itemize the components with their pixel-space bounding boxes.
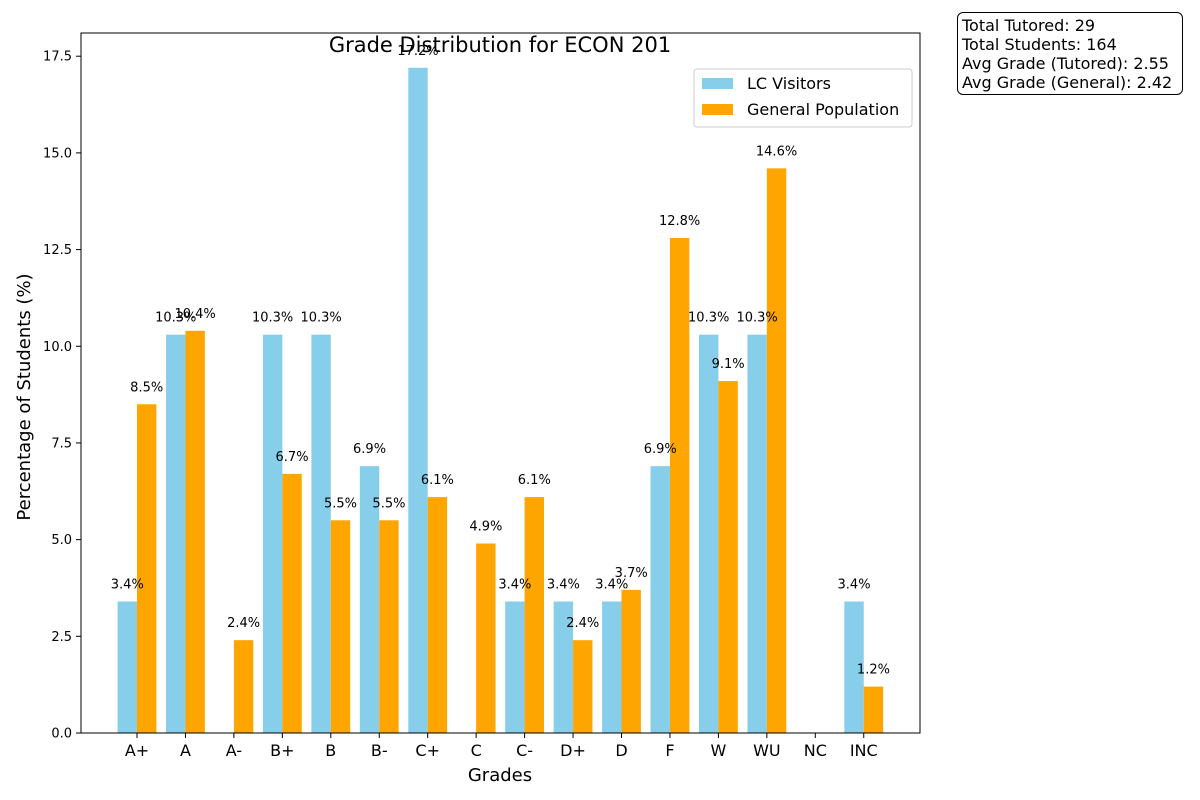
data-label-lc-visitors-B-: 6.9% bbox=[353, 442, 386, 457]
bar-lc-visitors-C+ bbox=[408, 67, 428, 733]
x-tick-label-A: A bbox=[180, 741, 191, 760]
avg-grade-tutored-text: Avg Grade (Tutored): 2.55 bbox=[962, 54, 1169, 73]
y-tick-label: 17.5 bbox=[43, 50, 72, 65]
bar-lc-visitors-B bbox=[311, 334, 331, 733]
total-students-text: Total Students: 164 bbox=[962, 35, 1117, 54]
data-label-lc-visitors-C-: 3.4% bbox=[498, 578, 531, 593]
data-label-general-population-D+: 2.4% bbox=[566, 616, 599, 631]
data-label-general-population-C+: 6.1% bbox=[421, 473, 454, 488]
legend-swatch-general-population bbox=[702, 104, 733, 115]
chart-title: Grade Distribution for ECON 201 bbox=[329, 33, 671, 57]
data-label-general-population-B: 5.5% bbox=[324, 496, 357, 511]
bar-lc-visitors-WU bbox=[747, 334, 767, 733]
y-axis-label: Percentage of Students (%) bbox=[14, 273, 35, 520]
data-label-general-population-W: 9.1% bbox=[712, 357, 745, 372]
x-tick-label-F: F bbox=[665, 741, 674, 760]
x-tick-label-A-: A- bbox=[226, 741, 242, 760]
total-tutored-text: Total Tutored: 29 bbox=[962, 16, 1096, 35]
data-label-lc-visitors-A+: 3.4% bbox=[111, 578, 144, 593]
bar-lc-visitors-INC bbox=[844, 601, 864, 733]
data-label-lc-visitors-D: 3.4% bbox=[595, 578, 628, 593]
data-label-lc-visitors-A: 10.3% bbox=[155, 311, 196, 326]
y-tick-label: 2.5 bbox=[51, 630, 72, 645]
x-tick-label-D+: D+ bbox=[560, 741, 586, 760]
data-label-lc-visitors-D+: 3.4% bbox=[547, 578, 580, 593]
y-tick-label: 7.5 bbox=[51, 436, 72, 451]
x-tick-label-C-: C- bbox=[516, 741, 533, 760]
x-tick-label-B-: B- bbox=[371, 741, 388, 760]
y-tick-label: 5.0 bbox=[51, 533, 72, 548]
data-label-lc-visitors-B: 10.3% bbox=[300, 311, 341, 326]
x-tick-label-W: W bbox=[710, 741, 726, 760]
x-tick-label-B: B bbox=[325, 741, 336, 760]
bar-lc-visitors-C- bbox=[505, 601, 525, 733]
data-label-general-population-F: 12.8% bbox=[659, 214, 700, 229]
bar-general-population-A- bbox=[233, 640, 254, 733]
bar-general-population-A+ bbox=[137, 404, 157, 733]
data-label-general-population-C-: 6.1% bbox=[518, 473, 551, 488]
x-tick-label-B+: B+ bbox=[270, 741, 294, 760]
bars-group bbox=[117, 67, 884, 734]
legend-label-general-population: General Population bbox=[747, 100, 899, 119]
data-label-general-population-INC: 1.2% bbox=[857, 663, 890, 678]
bar-lc-visitors-D+ bbox=[553, 601, 574, 733]
data-label-general-population-A-: 2.4% bbox=[227, 616, 260, 631]
plot-frame bbox=[80, 32, 921, 734]
axes-group: 0.0 2.5 5.0 7.5 10.0 12.5 15.0 17.5 A+ A A- B+ B B- C+… bbox=[43, 32, 921, 760]
bar-general-population-INC bbox=[863, 686, 884, 733]
data-label-general-population-B+: 6.7% bbox=[276, 450, 309, 465]
bar-general-population-B+ bbox=[282, 473, 302, 733]
bar-general-population-D+ bbox=[573, 640, 593, 733]
y-tick-label: 0.0 bbox=[51, 727, 72, 742]
data-labels-group: 3.4% 10.3% 10.3% 10.3% 6.9% 17.2% 3.4% 3.4% 3.4%… bbox=[111, 44, 890, 678]
legend-label-lc-visitors: LC Visitors bbox=[747, 74, 831, 93]
data-label-lc-visitors-B+: 10.3% bbox=[252, 311, 293, 326]
data-label-general-population-B-: 5.5% bbox=[372, 496, 405, 511]
bar-lc-visitors-W bbox=[699, 334, 719, 733]
bar-lc-visitors-B+ bbox=[262, 334, 283, 733]
bar-lc-visitors-A+ bbox=[117, 601, 137, 733]
data-label-lc-visitors-INC: 3.4% bbox=[838, 578, 871, 593]
x-tick-label-WU: WU bbox=[753, 741, 781, 760]
bar-lc-visitors-B- bbox=[359, 466, 380, 733]
bar-lc-visitors-D bbox=[602, 601, 622, 733]
x-tick-label-A+: A+ bbox=[125, 741, 149, 760]
bar-lc-visitors-F bbox=[650, 466, 670, 733]
x-axis-label: Grades bbox=[468, 765, 532, 786]
bar-general-population-B- bbox=[379, 520, 399, 733]
x-tick-label-NC: NC bbox=[804, 741, 827, 760]
stats-box: Total Tutored: 29 Total Students: 164 Av… bbox=[957, 12, 1183, 95]
data-label-general-population-D: 3.7% bbox=[615, 566, 648, 581]
y-tick-label: 15.0 bbox=[43, 146, 72, 161]
bar-lc-visitors-A bbox=[166, 334, 186, 733]
bar-general-population-A bbox=[185, 330, 205, 733]
legend-swatch-lc-visitors bbox=[702, 78, 733, 89]
data-label-general-population-A+: 8.5% bbox=[130, 380, 163, 395]
data-label-general-population-C: 4.9% bbox=[469, 520, 502, 535]
x-tick-label-D: D bbox=[615, 741, 627, 760]
data-label-general-population-WU: 14.6% bbox=[756, 144, 797, 159]
bar-general-population-C- bbox=[524, 497, 544, 733]
y-tick-label: 12.5 bbox=[43, 243, 72, 258]
data-label-general-population-A: 10.4% bbox=[174, 307, 215, 322]
data-label-lc-visitors-WU: 10.3% bbox=[736, 311, 777, 326]
bar-general-population-WU bbox=[766, 168, 787, 734]
avg-grade-general-text: Avg Grade (General): 2.42 bbox=[962, 73, 1173, 92]
data-label-lc-visitors-W: 10.3% bbox=[688, 311, 729, 326]
data-label-lc-visitors-F: 6.9% bbox=[644, 442, 677, 457]
bar-general-population-D bbox=[621, 589, 641, 733]
bar-general-population-C+ bbox=[427, 497, 448, 733]
x-tick-label-INC: INC bbox=[850, 741, 878, 760]
bar-general-population-B bbox=[330, 520, 351, 733]
y-tick-label: 10.0 bbox=[43, 340, 72, 355]
x-tick-label-C: C bbox=[471, 741, 482, 760]
x-tick-label-C+: C+ bbox=[415, 741, 440, 760]
bar-general-population-W bbox=[718, 381, 738, 733]
legend: LC Visitors General Population bbox=[693, 68, 913, 128]
data-label-lc-visitors-C+: 17.2% bbox=[397, 44, 438, 59]
bar-general-population-F bbox=[669, 237, 690, 733]
legend-box bbox=[693, 68, 913, 128]
bar-general-population-C bbox=[476, 543, 496, 733]
